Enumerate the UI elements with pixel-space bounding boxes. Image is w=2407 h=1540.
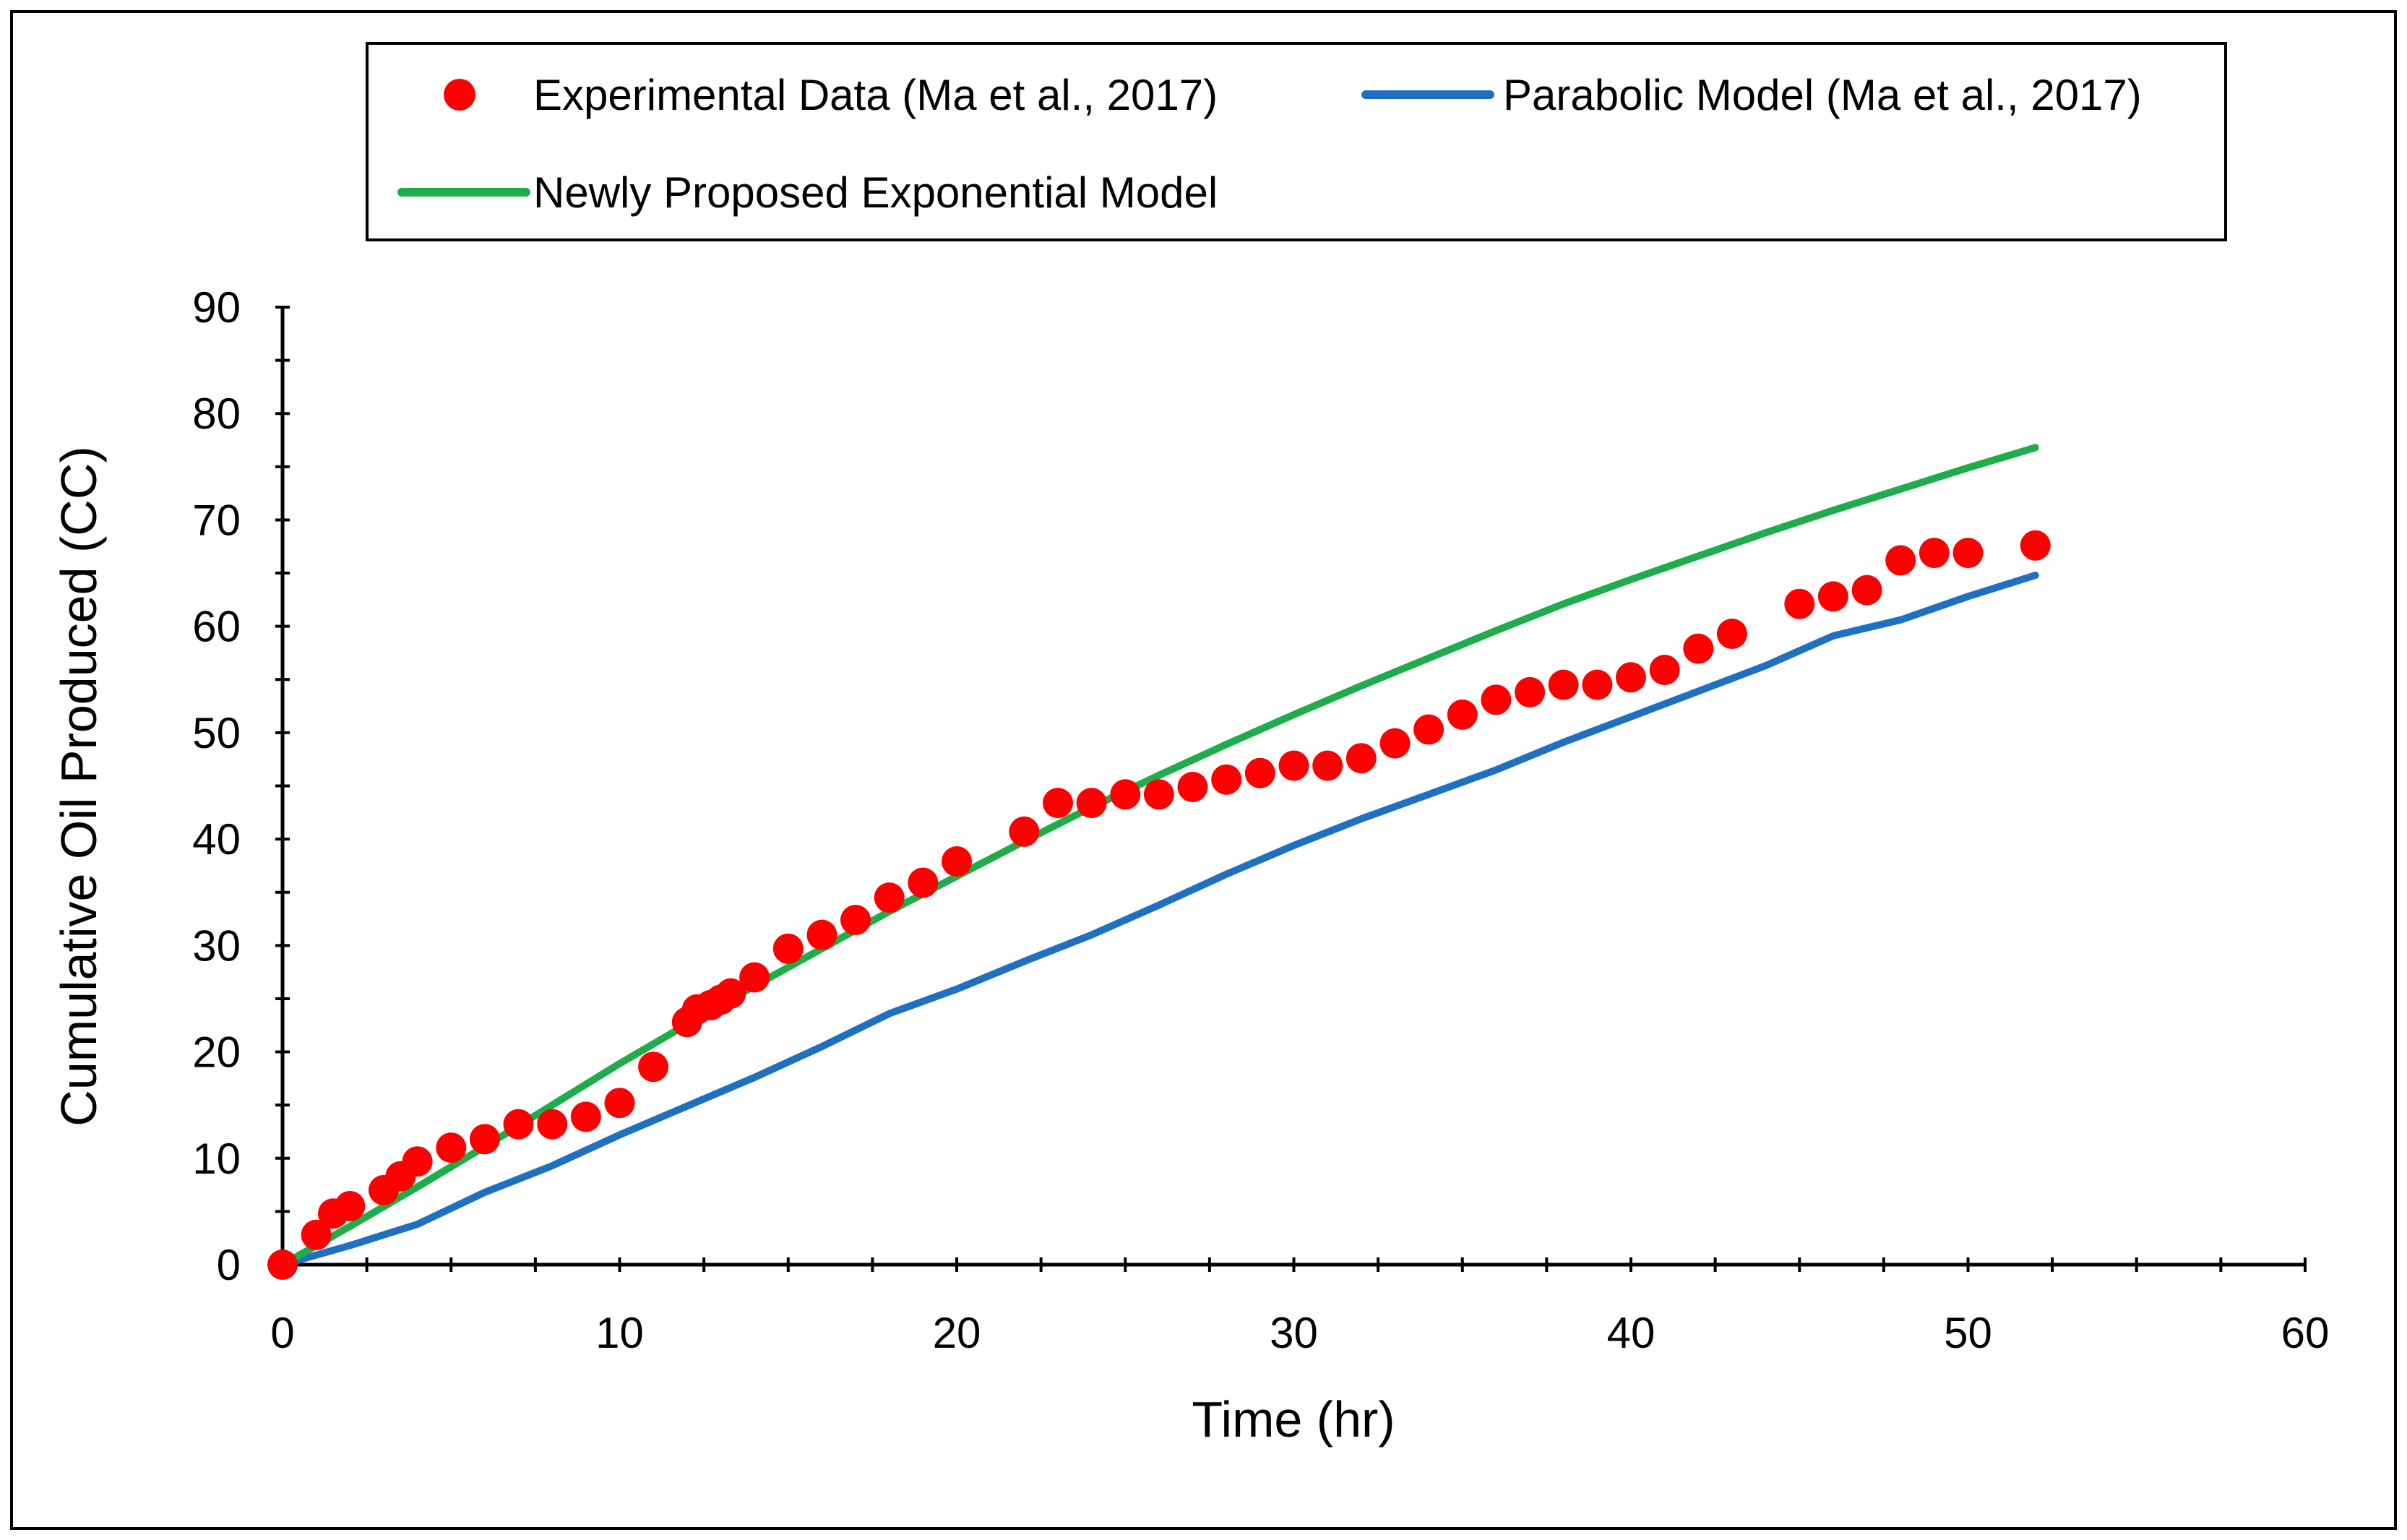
x-tick-label: 50	[1944, 1309, 1992, 1357]
x-tick-label: 30	[1270, 1309, 1318, 1357]
x-tick-label: 20	[933, 1309, 981, 1357]
data-point-experimental	[840, 905, 871, 935]
data-point-experimental	[1379, 728, 1411, 759]
data-point-experimental	[942, 846, 972, 877]
data-point-experimental	[1683, 633, 1714, 664]
data-point-experimental	[1244, 757, 1275, 788]
data-point-experimental	[570, 1101, 601, 1132]
x-axis: 0 10 20 30 40 50 60	[270, 1257, 2329, 1357]
series-line-parabolic	[279, 572, 2039, 1268]
data-point-experimental	[1009, 816, 1040, 847]
data-point-experimental	[1716, 619, 1747, 649]
data-point-experimental	[715, 978, 746, 1009]
legend-label-parabolic: Parabolic Model (Ma et al., 2017)	[1503, 71, 2142, 119]
data-point-experimental	[1817, 581, 1848, 612]
legend-label-experimental: Experimental Data (Ma et al., 2017)	[533, 71, 1218, 119]
figure-border	[10, 10, 2397, 1530]
plot-points	[267, 530, 2051, 1280]
y-tick-label: 90	[192, 283, 241, 332]
y-tick-label: 80	[192, 390, 241, 438]
data-point-experimental	[604, 1088, 635, 1119]
data-point-experimental	[1919, 538, 1950, 569]
data-point-experimental	[1447, 699, 1478, 730]
data-point-experimental	[739, 962, 770, 993]
series-line-newly	[279, 444, 2039, 1268]
data-point-experimental	[335, 1191, 366, 1221]
x-tick-label: 10	[595, 1309, 644, 1357]
y-tick-label: 10	[192, 1135, 241, 1183]
data-point-experimental	[1515, 676, 1546, 707]
data-point-experimental	[1345, 743, 1377, 774]
x-axis-title: Time (hr)	[1192, 1391, 1395, 1447]
y-tick-label: 60	[192, 603, 241, 651]
data-point-experimental	[1616, 662, 1646, 693]
data-point-experimental	[1952, 538, 1984, 569]
data-point-experimental	[503, 1109, 534, 1140]
y-tick-label: 70	[192, 496, 241, 544]
data-point-experimental	[1784, 588, 1815, 619]
data-point-experimental	[806, 919, 838, 950]
data-point-experimental	[1211, 764, 1242, 795]
data-point-experimental	[1278, 750, 1309, 781]
data-point-experimental	[1413, 714, 1444, 745]
legend-label-exponential: Newly Proposed Exponential Model	[533, 168, 1218, 217]
data-point-experimental	[1649, 655, 1680, 685]
y-tick-label: 40	[192, 815, 241, 864]
legend-marker-experimental	[444, 79, 475, 111]
data-point-experimental	[436, 1132, 467, 1163]
data-point-experimental	[1851, 575, 1882, 606]
data-point-experimental	[267, 1249, 298, 1280]
data-point-experimental	[1548, 669, 1579, 700]
data-point-experimental	[1076, 788, 1107, 819]
y-axis: 0 10 20 30 40 50 60 70 80 90	[192, 283, 290, 1289]
data-point-experimental	[1177, 772, 1208, 802]
x-tick-label: 40	[1607, 1309, 1655, 1357]
data-point-experimental	[402, 1146, 433, 1177]
data-point-experimental	[1582, 669, 1613, 700]
y-axis-title: Cumulative Oil Produced (CC)	[51, 446, 107, 1126]
y-tick-label: 0	[217, 1241, 241, 1289]
data-point-experimental	[1481, 684, 1512, 715]
data-point-experimental	[1143, 779, 1174, 810]
y-tick-label: 20	[192, 1028, 241, 1077]
x-tick-label: 60	[2281, 1309, 2330, 1357]
legend-box	[366, 42, 2227, 241]
data-point-experimental	[1312, 750, 1343, 781]
data-point-experimental	[908, 867, 939, 898]
data-point-experimental	[537, 1109, 568, 1140]
data-point-experimental	[1043, 788, 1073, 819]
data-point-experimental	[2020, 530, 2051, 561]
x-tick-label: 0	[270, 1309, 294, 1357]
plot-lines	[279, 444, 2039, 1268]
data-point-experimental	[301, 1219, 332, 1250]
data-point-experimental	[772, 933, 804, 964]
data-point-experimental	[1110, 779, 1141, 810]
data-point-experimental	[638, 1051, 669, 1083]
legend: Experimental Data (Ma et al., 2017) Para…	[366, 42, 2227, 241]
data-point-experimental	[1885, 545, 1916, 576]
data-point-experimental	[469, 1124, 500, 1155]
y-tick-label: 30	[192, 921, 241, 970]
data-point-experimental	[874, 882, 905, 913]
y-tick-label: 50	[192, 709, 241, 757]
